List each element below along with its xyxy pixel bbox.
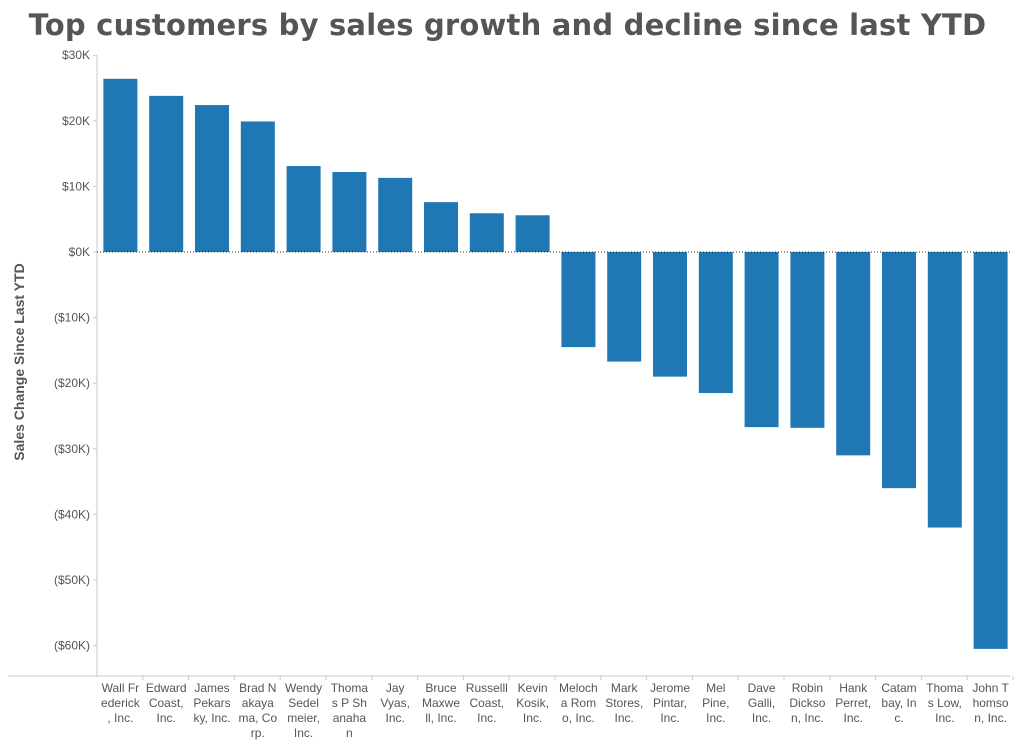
x-tick-label: Mark Stores, Inc.	[605, 681, 643, 725]
bar	[332, 171, 367, 252]
x-tick-label: Thoma s P Sh anaha n	[331, 681, 369, 740]
bar	[424, 202, 458, 252]
y-tick-label: ($10K)	[54, 311, 90, 325]
x-tick-label: James Pekars ky, Inc.	[193, 681, 230, 725]
x-axis: Wall Fr ederick, Inc.Edward Coast, Inc.Jame…	[8, 675, 1014, 740]
bar	[469, 213, 504, 252]
bar	[698, 252, 733, 394]
bar	[103, 78, 138, 252]
bar	[744, 252, 779, 428]
x-tick-label: Wall Fr ederick, Inc.	[101, 681, 141, 725]
x-tick-label: Mel Pine, Inc.	[702, 681, 729, 725]
y-tick-label: ($30K)	[54, 442, 90, 456]
y-tick-label: ($60K)	[54, 639, 90, 653]
x-tick-label: Bruce Maxwe ll, Inc.	[422, 681, 460, 725]
y-tick-label: $0K	[69, 245, 90, 259]
x-tick-label: Jay Vyas, Inc.	[380, 681, 410, 725]
bar	[790, 252, 825, 428]
y-axis-title: Sales Change Since Last YTD	[11, 263, 27, 460]
bar	[515, 215, 550, 252]
bar	[378, 177, 413, 252]
bar	[653, 252, 687, 377]
y-tick-label: $20K	[62, 114, 90, 128]
x-tick-label: Thoma s Low, Inc.	[926, 681, 964, 725]
chart-title: Top customers by sales growth and declin…	[28, 8, 987, 42]
bar	[240, 121, 275, 253]
x-tick-label: Hank Perret, Inc.	[835, 681, 871, 725]
y-tick-label: ($50K)	[54, 573, 90, 587]
y-axis: $30K $20K $10K $0K ($10K) ($20K) ($30K) ($40K) (…	[54, 48, 98, 676]
x-tick-label: Jerome Pintar, Inc.	[650, 681, 690, 725]
bar	[607, 252, 642, 362]
y-tick-label: ($20K)	[54, 376, 90, 390]
x-tick-label: Wendy Sedel meier, Inc.	[285, 681, 322, 740]
bar	[836, 252, 871, 456]
x-tick-label: Robin Dickso n, Inc.	[789, 681, 825, 725]
bar	[286, 166, 321, 252]
bar	[882, 252, 916, 489]
x-tick-label: Dave Galli, Inc.	[748, 681, 776, 725]
x-tick-label: Meloch a Rom o, Inc.	[559, 681, 598, 725]
y-tick-label: $30K	[62, 48, 90, 62]
bar	[927, 252, 962, 528]
bar	[561, 252, 596, 348]
bar	[195, 105, 229, 252]
x-tick-label: Edward Coast, Inc.	[146, 681, 187, 725]
bars	[97, 78, 1010, 649]
x-tick-label: Kevin Kosik, Inc.	[516, 681, 549, 725]
x-tick-label: Catam bay, In c.	[881, 681, 916, 725]
bar	[149, 95, 184, 252]
x-tick-label: Russelll Coast, Inc.	[466, 681, 508, 725]
y-tick-label: ($40K)	[54, 507, 90, 521]
y-tick-label: $10K	[62, 179, 90, 193]
bar	[973, 252, 1008, 649]
